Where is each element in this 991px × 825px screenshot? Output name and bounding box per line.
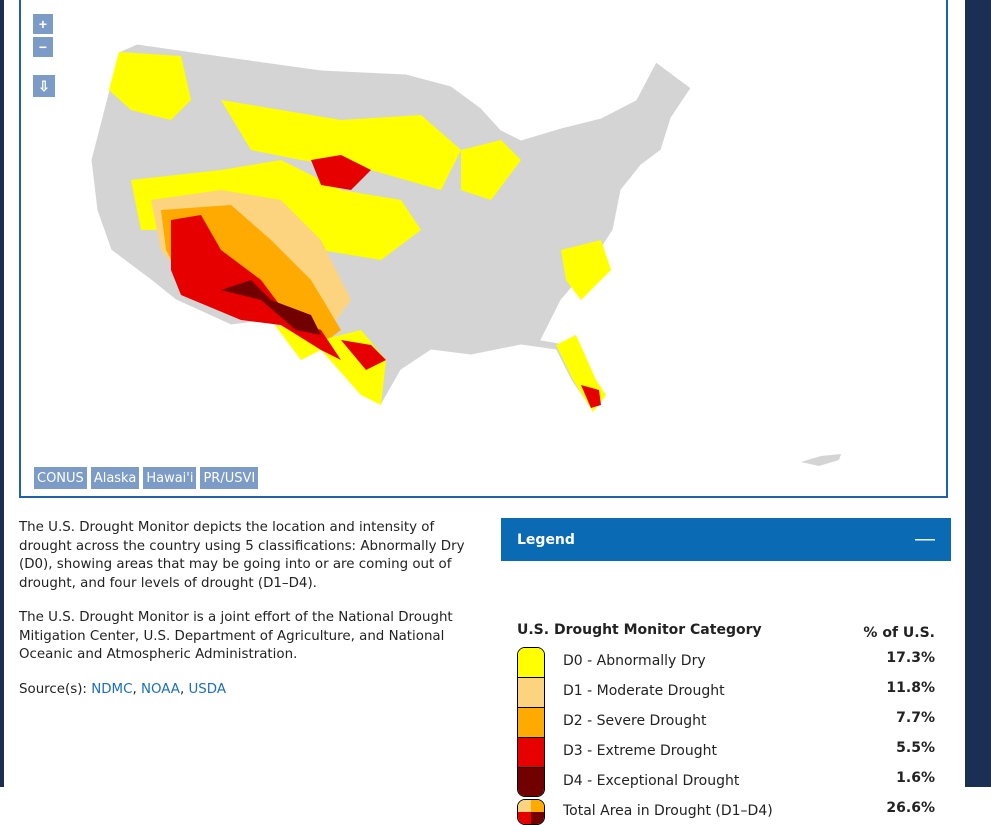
swatch-part: [531, 812, 544, 824]
region-button[interactable]: Alaska: [89, 466, 141, 490]
swatch: [518, 648, 544, 678]
swatch: [518, 678, 544, 708]
category-label: Total Area in Drought (D1–D4): [563, 803, 773, 819]
page-edge: [0, 0, 4, 787]
source-label: Source(s):: [19, 681, 87, 697]
category-percent: 17.3%: [886, 650, 935, 666]
percent-header: % of U.S.: [863, 625, 935, 641]
region-button[interactable]: PR/USVI: [199, 466, 260, 490]
collapse-button[interactable]: —: [915, 528, 935, 550]
swatch: [518, 708, 544, 738]
source-links: NDMC, NOAA, USDA: [91, 681, 227, 697]
description: The U.S. Drought Monitor depicts the loc…: [19, 519, 474, 715]
category-label: D2 - Severe Drought: [563, 713, 707, 729]
category-header: U.S. Drought Monitor Category: [517, 622, 762, 638]
category-percent: 26.6%: [886, 800, 935, 816]
category-percent: 11.8%: [886, 680, 935, 696]
category-label: D3 - Extreme Drought: [563, 743, 717, 759]
download-button[interactable]: ⇩: [33, 75, 55, 97]
region-buttons: CONUS Alaska Hawai'i PR/USVI: [33, 466, 260, 490]
sources: Source(s): NDMC, NOAA, USDA: [19, 681, 474, 700]
region-button[interactable]: Hawai'i: [142, 466, 198, 490]
swatch: [518, 768, 544, 796]
swatch-part: [518, 812, 531, 824]
category-percent: 1.6%: [896, 770, 935, 786]
swatch: [518, 738, 544, 768]
category-percent: 7.7%: [896, 710, 935, 726]
region-button[interactable]: CONUS: [33, 466, 88, 490]
drought-areas: [109, 52, 611, 412]
legend-header: Legend —: [501, 518, 951, 561]
zoom-out[interactable]: −: [33, 37, 53, 57]
swatch-part: [531, 800, 544, 812]
paragraph: The U.S. Drought Monitor is a joint effo…: [19, 610, 453, 662]
category-label: D1 - Moderate Drought: [563, 683, 725, 699]
legend: Legend — U.S. Drought Monitor Category %…: [501, 518, 951, 825]
swatch-stack: [517, 647, 545, 797]
legend-title: Legend: [517, 531, 575, 548]
category-percent: 5.5%: [896, 740, 935, 756]
source-link[interactable]: USDA: [188, 681, 227, 697]
total-swatch: [517, 799, 545, 825]
map-frame: + − ⇩ CONUS Alaska Hawai'i PR/USVI: [19, 0, 948, 498]
page-edge: [965, 0, 991, 787]
category-label: D0 - Abnormally Dry: [563, 653, 706, 669]
paragraph: The U.S. Drought Monitor depicts the loc…: [19, 520, 465, 591]
legend-table: U.S. Drought Monitor Category % of U.S. …: [501, 561, 951, 825]
swatch-part: [518, 800, 531, 812]
pr-usvi: [801, 454, 841, 466]
category-label: D4 - Exceptional Drought: [563, 773, 740, 789]
source-link[interactable]: NOAA: [140, 681, 180, 697]
drought-map: [90, 43, 841, 466]
zoom-in[interactable]: +: [33, 14, 53, 34]
source-link[interactable]: NDMC: [91, 681, 133, 697]
